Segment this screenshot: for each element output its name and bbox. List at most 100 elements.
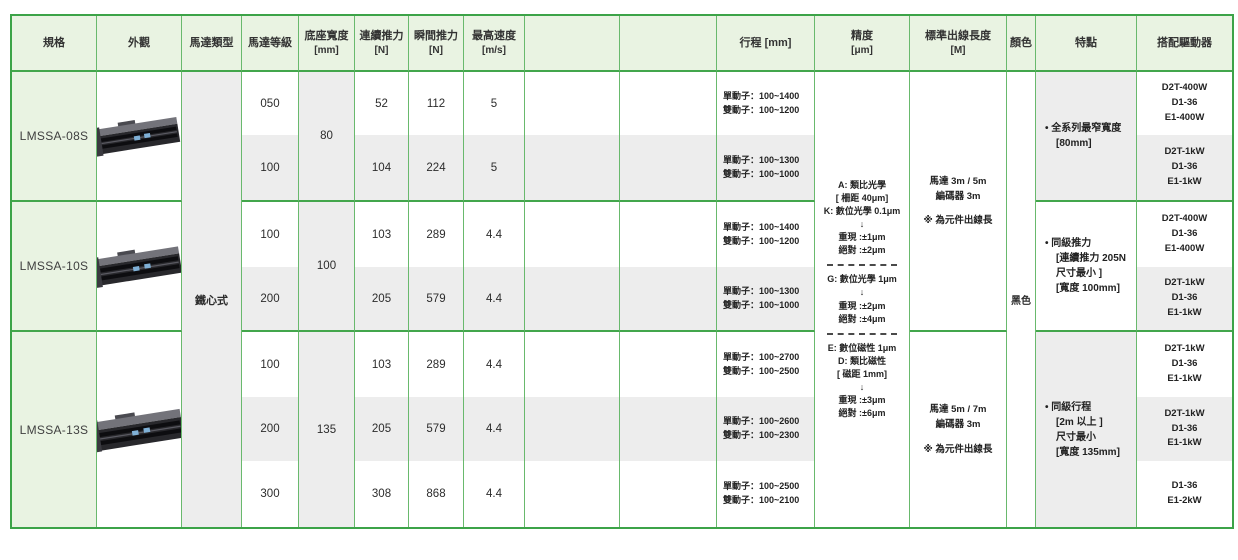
feature-line: 尺寸最小 ] [1056,268,1103,279]
feature-line: • 同級推力 [1045,238,1092,249]
cont-force-cell: 308 [355,461,409,527]
header-max-speed: 最高速度 [m/s] [464,16,525,72]
precision-line: 重現 :±1μm [838,232,886,243]
driver-model: D2T-1kW [1164,146,1205,158]
base-width-cell: 135 [299,332,355,527]
precision-line: E: 數位磁性 1μm [827,342,897,353]
grade-value: 100 [260,358,280,371]
empty-cell [525,202,620,267]
cont-force-cell: 104 [355,135,409,202]
header-empty-1 [525,16,620,72]
stroke-double: 雙動子：100~1000 [723,168,800,179]
header-color-label: 顏色 [1010,36,1032,49]
peak-force-cell: 289 [409,202,464,267]
max-speed-value: 4.4 [486,423,502,435]
peak-force-value: 579 [426,423,446,435]
feature-line: [2m 以上 ] [1056,416,1103,428]
header-spec: 規格 [12,16,97,72]
header-driver: 搭配驅動器 [1137,16,1232,72]
header-motor-grade: 馬達等級 [242,16,299,72]
stroke-cell: 單動子：100~2500 雙動子：100~2100 [717,461,815,527]
max-speed-cell: 4.4 [464,461,525,527]
peak-force-value: 289 [426,228,446,241]
driver-cell: D2T-400W D1-36 E1-400W [1137,202,1232,267]
driver-model: E1-1kW [1167,175,1202,187]
stroke-single: 單動子：100~1300 [723,154,800,165]
precision-cell: A: 類比光學 [ 柵距 40μm] K: 數位光學 0.1μm ↓ 重現 :±… [815,72,910,527]
max-speed-cell: 5 [464,72,525,135]
peak-force-value: 868 [426,488,446,500]
feature-line: [寬度 135mm] [1056,446,1120,458]
header-motor-grade-label: 馬達等級 [248,36,292,49]
stroke-double: 雙動子：100~2300 [723,430,800,440]
peak-force-value: 224 [426,161,446,174]
driver-model: E1-400W [1164,111,1205,123]
driver-cell: D2T-1kW D1-36 E1-1kW [1137,135,1232,202]
base-width-value: 80 [320,130,333,142]
header-max-speed-unit: [m/s] [482,44,506,56]
grade-value: 200 [260,292,280,305]
cable-encoder-line: 編碼器 3m [935,190,981,202]
driver-model: E1-1kW [1167,306,1202,318]
precision-line: D: 類比磁性 [837,355,886,366]
grade-cell: 100 [242,332,299,397]
peak-force-cell: 579 [409,397,464,461]
header-features-label: 特點 [1075,36,1097,49]
cont-force-value: 52 [375,97,388,110]
stroke-cell: 單動子：100~2700 雙動子：100~2500 [717,332,815,397]
product-image-lmssa-10s [97,202,182,332]
grade-value: 050 [260,97,280,110]
spec-cell-lmssa-10s: LMSSA-10S [12,202,97,332]
stroke-double: 雙動子：100~1200 [723,104,800,115]
header-cont-force-label: 連續推力 [359,30,404,43]
driver-model: D2T-400W [1161,213,1208,225]
cable-encoder-line: 編碼器 3m [935,419,981,431]
header-stroke: 行程 [mm] [717,16,815,72]
dashed-divider [826,332,898,335]
header-cable-unit: [M] [950,44,966,56]
header-features: 特點 [1036,16,1137,72]
header-precision: 精度 [μm] [815,16,910,72]
peak-force-cell: 579 [409,267,464,332]
precision-group-digital-optical: G: 數位光學 1μm ↓ 重現 :±2μm 絕對 :±4μm [827,273,897,325]
header-precision-label: 精度 [851,30,873,43]
cont-force-cell: 103 [355,202,409,267]
grade-value: 300 [260,488,280,500]
grade-cell: 100 [242,202,299,267]
empty-cell [620,72,717,135]
cable-length-cell: 馬達 3m / 5m 編碼器 3m ※ 為元件出線長 [910,72,1007,332]
max-speed-value: 4.4 [486,358,502,371]
header-driver-label: 搭配驅動器 [1157,36,1212,49]
empty-cell [525,72,620,135]
driver-cell: D2T-400W D1-36 E1-400W [1137,72,1232,135]
down-arrow-icon: ↓ [859,381,865,392]
peak-force-value: 112 [426,97,446,110]
precision-line: 絕對 :±2μm [838,245,886,256]
cont-force-value: 308 [371,488,392,500]
color-cell: 黑色 [1007,72,1036,527]
driver-model: D2T-1kW [1164,407,1205,419]
precision-group-magnetic: E: 數位磁性 1μm D: 類比磁性 [ 磁距 1mm] ↓ 重現 :±3μm… [828,342,897,420]
grade-cell: 050 [242,72,299,135]
cont-force-value: 205 [371,292,392,305]
stroke-double: 雙動子：100~2500 [723,365,800,376]
stroke-single: 單動子：100~1400 [723,90,800,101]
stroke-cell: 單動子：100~1300 雙動子：100~1000 [717,267,815,332]
feature-line: [連續推力 205N [1056,253,1127,264]
header-motor-type-label: 馬達類型 [189,36,234,49]
base-width-value: 100 [316,260,337,272]
empty-cell [525,332,620,397]
stroke-double: 雙動子：100~1200 [723,235,800,246]
driver-model: D1-36 [1171,161,1198,173]
precision-line: 絕對 :±6μm [838,407,886,418]
cable-note: ※ 為元件出線長 [923,215,993,227]
driver-cell: D2T-1kW D1-36 E1-1kW [1137,332,1232,397]
driver-model: E1-400W [1164,242,1205,254]
peak-force-cell: 224 [409,135,464,202]
motor-spec-table: 規格 外觀 馬達類型 馬達等級 底座寬度 [mm] 連續推力 [N] 瞬間推力 [N]… [10,14,1234,529]
spec-cell-lmssa-13s: LMSSA-13S [12,332,97,527]
cont-force-cell: 205 [355,397,409,461]
cont-force-cell: 205 [355,267,409,332]
down-arrow-icon: ↓ [859,287,865,298]
header-peak-force-unit: [N] [429,44,443,56]
